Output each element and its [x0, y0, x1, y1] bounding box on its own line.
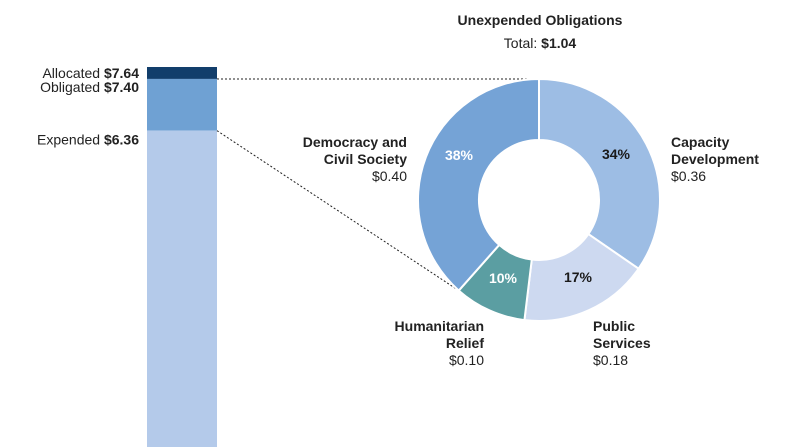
slice-name-line: Democracy and [303, 134, 407, 150]
slice-name-line: Development [671, 151, 759, 167]
slice-name-line: Capacity [671, 134, 730, 150]
bar-segment-obligated [147, 78, 217, 131]
slice-value: $0.40 [372, 168, 407, 184]
bar-label-value: $6.36 [104, 132, 139, 148]
bar-segment-expended [147, 130, 217, 447]
slice-name-line: Public [593, 318, 635, 334]
slice-percent-label-0: 34% [602, 146, 631, 162]
connector-lines [216, 78, 540, 291]
bar-label-expended: Expended $6.36 [37, 132, 139, 148]
stacked-bar [147, 67, 217, 447]
donut-chart: 34% 17% 10% 38% [417, 77, 661, 322]
slice-name-line: Relief [446, 335, 484, 351]
slice-labels: CapacityDevelopment$0.36PublicServices$0… [303, 134, 760, 368]
slice-percent-label-3: 38% [445, 147, 474, 163]
donut-total-value: $1.04 [541, 35, 576, 51]
slice-name-line: Humanitarian [395, 318, 484, 334]
bar-label-name: Obligated [40, 79, 104, 95]
slice-value: $0.36 [671, 168, 706, 184]
bar-label-obligated: Obligated $7.40 [40, 79, 139, 95]
slice-value: $0.18 [593, 352, 628, 368]
slice-value: $0.10 [449, 352, 484, 368]
slice-name-line: Services [593, 335, 651, 351]
bar-label-value: $7.40 [104, 79, 139, 95]
slice-percent-label-1: 17% [564, 269, 593, 285]
connector-bottom [216, 130, 460, 291]
bar-label-allocated: Allocated $7.64 [42, 65, 139, 81]
slice-percent-label-2: 10% [489, 270, 518, 286]
donut-slice-0 [538, 77, 661, 271]
slice-name-line: Civil Society [324, 151, 407, 167]
bar-label-name: Expended [37, 132, 104, 148]
donut-slice-3 [417, 77, 540, 292]
donut-total-label: Total: [504, 35, 537, 51]
donut-title: Unexpended Obligations [458, 12, 623, 28]
bar-segment-allocated [147, 67, 217, 79]
bar-label-value: $7.64 [104, 65, 139, 81]
donut-title-group: Unexpended Obligations Total: $1.04 [458, 12, 623, 51]
donut-total: Total: $1.04 [504, 35, 577, 51]
bar-label-name: Allocated [42, 65, 103, 81]
